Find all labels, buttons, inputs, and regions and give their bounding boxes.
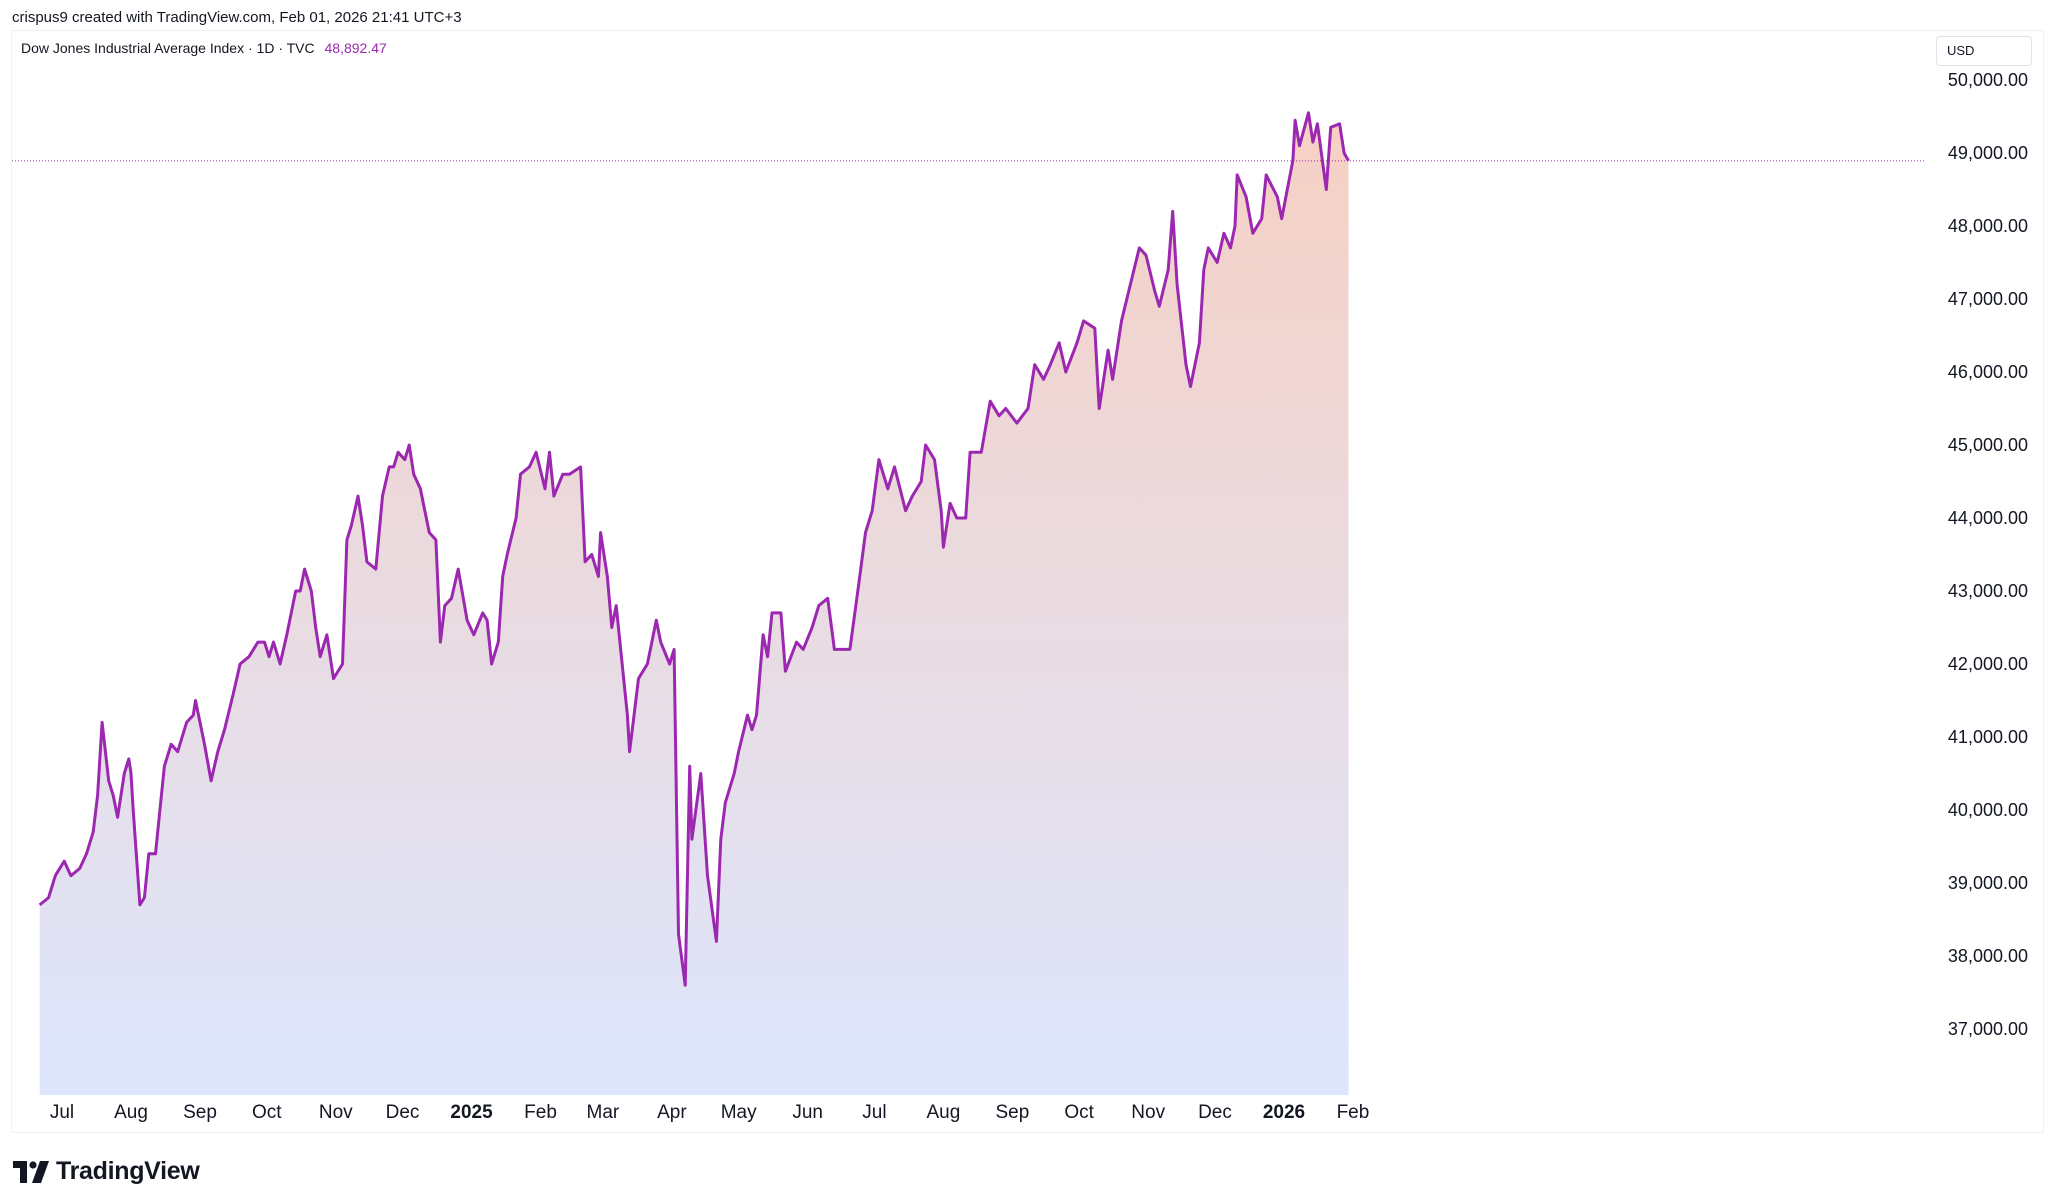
currency-selector[interactable]: USD: [1936, 36, 2032, 66]
y-axis-tick-label: 41,000.00: [1948, 727, 2028, 747]
x-axis-tick-label: Nov: [1131, 1102, 1165, 1123]
tradingview-logo[interactable]: TradingView: [13, 1157, 200, 1186]
x-axis-tick-label: Aug: [927, 1102, 961, 1123]
chart-attribution: crispus9 created with TradingView.com, F…: [12, 9, 462, 26]
x-axis-tick-label: Dec: [1198, 1102, 1232, 1123]
y-axis-tick-label: 43,000.00: [1948, 581, 2028, 601]
x-axis-tick-label: 2025: [450, 1102, 493, 1123]
y-axis-tick-label: 42,000.00: [1948, 654, 2028, 674]
x-axis-tick-label: Nov: [319, 1102, 353, 1123]
x-axis-tick-label: Mar: [587, 1102, 620, 1123]
y-axis-tick-label: 48,000.00: [1948, 216, 2028, 236]
y-axis-tick-label: 39,000.00: [1948, 873, 2028, 893]
x-axis-tick-label: Sep: [183, 1102, 217, 1123]
x-axis-tick-label: Jun: [792, 1102, 823, 1123]
y-axis-tick-label: 38,000.00: [1948, 946, 2028, 966]
last-price-label: 48,892.47: [324, 40, 387, 56]
price-area-fill: [39, 112, 1349, 1096]
y-axis-tick-label: 44,000.00: [1948, 508, 2028, 528]
x-axis-tick-label: Jul: [50, 1102, 74, 1123]
symbol-label: Dow Jones Industrial Average Index · 1D …: [21, 40, 315, 56]
x-axis-tick-label: Oct: [252, 1102, 282, 1123]
y-axis-tick-label: 49,000.00: [1948, 143, 2028, 163]
y-axis-tick-label: 46,000.00: [1948, 362, 2028, 382]
x-axis-tick-label: 2026: [1263, 1102, 1305, 1123]
tradingview-logo-icon: [13, 1160, 49, 1183]
x-axis-tick-label: May: [721, 1102, 757, 1123]
chart-panel[interactable]: [11, 30, 2044, 1133]
y-axis-tick-label: 37,000.00: [1948, 1019, 2028, 1039]
y-axis-tick-label: 50,000.00: [1948, 70, 2028, 90]
chart-legend: Dow Jones Industrial Average Index · 1D …: [21, 40, 387, 56]
logo-text: TradingView: [56, 1157, 200, 1185]
x-axis-tick-label: Oct: [1064, 1102, 1094, 1123]
y-axis-tick-label: 45,000.00: [1948, 435, 2028, 455]
x-axis-tick-label: Sep: [996, 1102, 1030, 1123]
x-axis-tick-label: Aug: [114, 1102, 148, 1123]
x-axis-tick-label: Feb: [1337, 1102, 1370, 1123]
x-axis-tick-label: Dec: [386, 1102, 420, 1123]
price-line[interactable]: [38, 111, 1350, 987]
x-axis-tick-label: Apr: [657, 1102, 687, 1123]
x-axis-tick-label: Jul: [862, 1102, 886, 1123]
y-axis-tick-label: 40,000.00: [1948, 800, 2028, 820]
y-axis-tick-label: 47,000.00: [1948, 289, 2028, 309]
x-axis-tick-label: Feb: [524, 1102, 557, 1123]
